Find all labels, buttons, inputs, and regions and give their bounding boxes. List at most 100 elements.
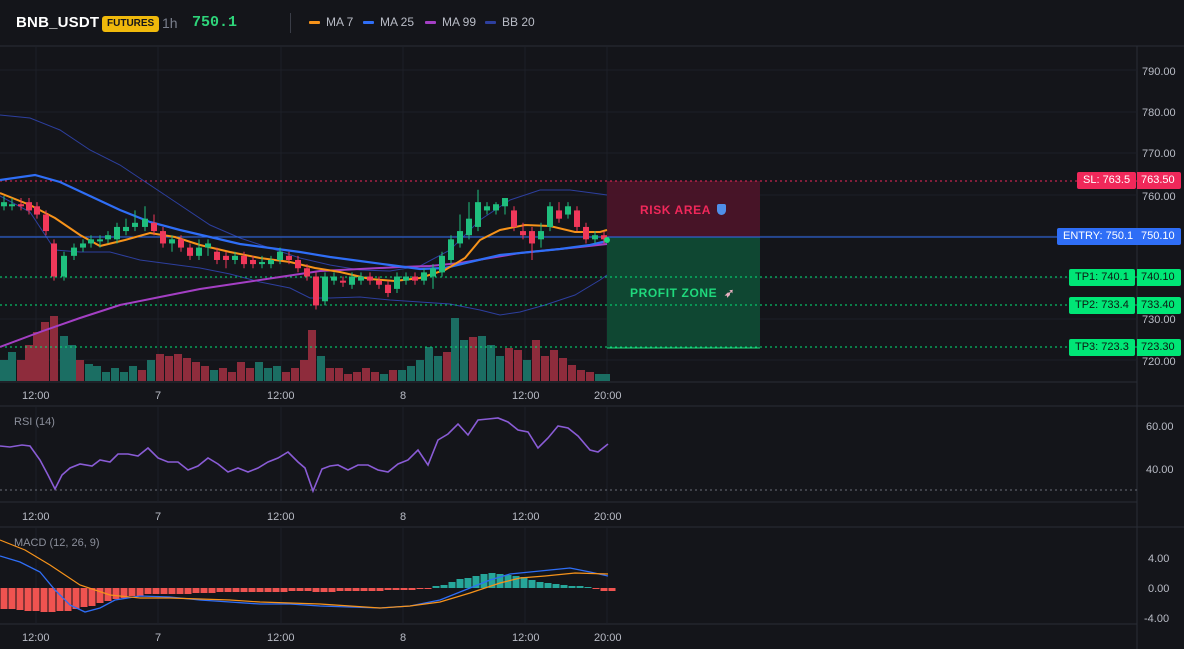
volume-bar: [102, 372, 110, 381]
volume-bar: [255, 362, 263, 381]
volume-bar: [138, 370, 146, 381]
symbol-name[interactable]: BNB_USDT: [16, 14, 100, 31]
price-axis-label: 720.00: [1142, 356, 1176, 368]
volume-bar: [469, 337, 477, 381]
candle-body: [214, 251, 220, 260]
candle-body: [51, 243, 57, 277]
candle-body: [493, 204, 499, 211]
sl-level-tag[interactable]: SL: 763.5: [1077, 172, 1137, 189]
rsi-pane: [0, 417, 609, 494]
price-axis-label: 780.00: [1142, 107, 1176, 119]
shield-icon: [717, 204, 727, 215]
candle-body: [457, 231, 463, 244]
timeframe-label[interactable]: 1h: [162, 15, 178, 31]
macd-histogram-bar: [408, 588, 416, 590]
candle-body: [358, 276, 364, 281]
candle-body: [71, 247, 77, 256]
volume-bar: [246, 368, 254, 381]
volume-bar: [8, 352, 16, 381]
legend-ma7[interactable]: MA 7: [309, 15, 353, 29]
macd-histogram-bar: [72, 588, 80, 609]
risk-area-label: RISK AREA: [640, 203, 727, 217]
candle-body: [403, 276, 409, 281]
macd-histogram-bar: [120, 588, 128, 598]
candle-body: [385, 284, 391, 294]
moving-averages: [0, 173, 608, 348]
legend-bb20[interactable]: BB 20: [485, 15, 535, 29]
macd-title: MACD (12, 26, 9): [14, 537, 100, 549]
trade-zones: [607, 181, 760, 349]
candle-body: [502, 198, 508, 207]
volume-bar: [165, 356, 173, 381]
volume-bar: [308, 330, 316, 381]
candle-body: [340, 280, 346, 283]
time-axis-label: 8: [400, 632, 406, 644]
macd-histogram-bar: [304, 588, 312, 591]
volume-bar: [228, 372, 236, 381]
macd-histogram-bar: [528, 580, 536, 588]
macd-line: [0, 555, 609, 613]
sl-price-tag: 763.50: [1137, 172, 1181, 189]
macd-histogram-bar: [352, 588, 360, 591]
candle-body: [43, 214, 49, 232]
volume-bar: [174, 354, 182, 381]
rsi-axis-label: 60.00: [1146, 421, 1174, 433]
candle-body: [574, 210, 580, 227]
legend-ma99[interactable]: MA 99: [425, 15, 476, 29]
volume-bar: [335, 368, 343, 381]
macd-histogram-bar: [464, 578, 472, 588]
time-axis-label: 12:00: [512, 632, 540, 644]
candle-body: [322, 276, 328, 302]
macd-histogram-bar: [224, 588, 232, 592]
macd-histogram-bar: [280, 588, 288, 592]
tp3-level-tag[interactable]: TP3: 723.3: [1069, 339, 1135, 356]
macd-histogram-bar: [320, 588, 328, 592]
macd-histogram-bar: [24, 588, 32, 611]
volume-bar: [93, 366, 101, 381]
macd-histogram-bar: [392, 588, 400, 590]
volume-bar: [398, 370, 406, 381]
volume-bar: [371, 372, 379, 381]
rocket-icon: ➶: [724, 286, 735, 300]
candle-body: [151, 222, 157, 232]
candle-body: [205, 243, 211, 248]
time-axis-label: 7: [155, 390, 161, 402]
legend-ma25[interactable]: MA 25: [363, 15, 414, 29]
macd-histogram-bar: [136, 588, 144, 596]
time-axis-label: 20:00: [594, 632, 622, 644]
volume-bar: [129, 366, 137, 381]
macd-histogram-bar: [536, 582, 544, 588]
price-axis-label: 730.00: [1142, 314, 1176, 326]
macd-histogram-bar: [256, 588, 264, 592]
macd-histogram-bar: [376, 588, 384, 591]
volume-bar: [362, 368, 370, 381]
volume-bar: [550, 350, 558, 381]
volume-bar: [210, 370, 218, 381]
rsi-axis-label: 40.00: [1146, 464, 1174, 476]
macd-histogram-bar: [168, 588, 176, 594]
legend-ma99-label: MA 99: [442, 15, 477, 29]
macd-histogram-bar: [64, 588, 72, 611]
candle-body: [475, 202, 481, 227]
macd-histogram-bar: [328, 588, 336, 592]
volume-bar: [460, 340, 468, 381]
macd-pane: [0, 539, 616, 613]
volume-bar: [237, 362, 245, 381]
candle-body: [565, 206, 571, 215]
entry-level-tag[interactable]: ENTRY: 750.1: [1057, 228, 1140, 245]
candle-body: [430, 268, 436, 277]
volume-bar: [541, 356, 549, 381]
tp3-price-tag: 723.30: [1137, 339, 1181, 356]
macd-histogram-bar: [88, 588, 96, 606]
tp1-level-tag[interactable]: TP1: 740.1: [1069, 269, 1135, 286]
candle-body: [466, 218, 472, 236]
tp2-level-tag[interactable]: TP2: 733.4: [1069, 297, 1135, 314]
chart-header: BNB_USDT FUTURES 1h 750.1 MA 7 MA 25 MA …: [0, 0, 1184, 46]
tp1-price-tag: 740.10: [1137, 269, 1181, 286]
volume-bar: [60, 336, 68, 381]
last-price: 750.1: [192, 14, 238, 31]
legend-ma25-label: MA 25: [380, 15, 415, 29]
volume-bar: [41, 322, 49, 381]
macd-histogram-bar: [400, 588, 408, 590]
